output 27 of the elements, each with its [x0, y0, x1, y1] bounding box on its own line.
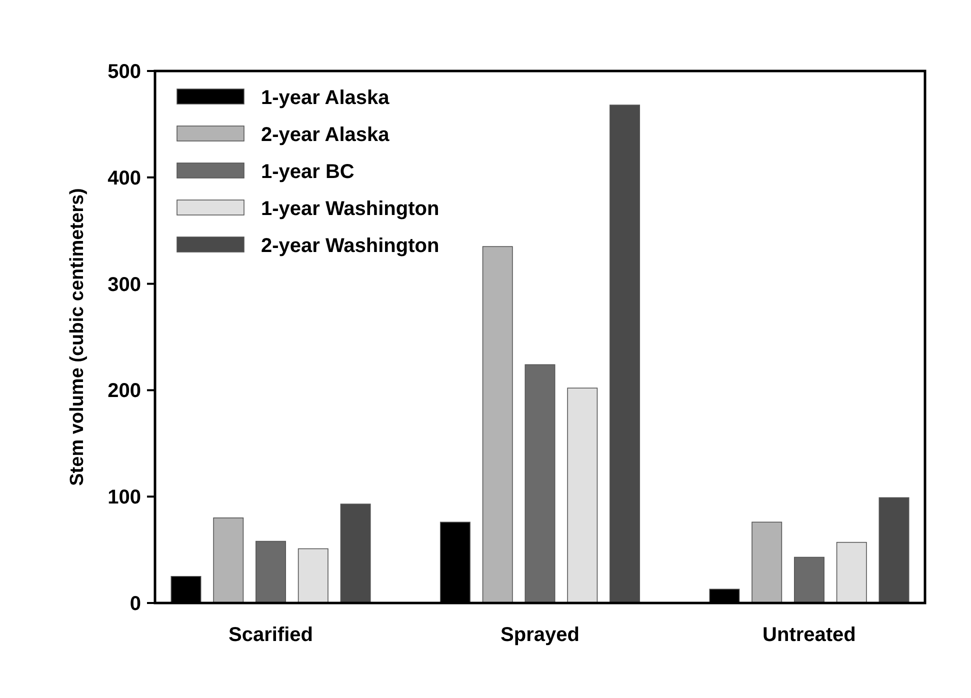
- bar: [878, 497, 910, 604]
- y-tick-label: 200: [108, 380, 141, 402]
- x-tick-label: Sprayed: [500, 624, 580, 646]
- legend-label: 1-year BC: [261, 161, 354, 183]
- bar: [752, 522, 782, 604]
- bar: [610, 104, 640, 604]
- bar: [794, 556, 824, 604]
- legend-label: 1-year Alaska: [261, 87, 390, 109]
- bar: [482, 246, 513, 604]
- legend-label: 2-year Alaska: [261, 124, 390, 146]
- bar: [340, 504, 371, 604]
- x-tick-label: Scarified: [228, 624, 314, 646]
- y-axis-title: Stem volume (cubic centimeters): [67, 188, 88, 486]
- bar: [298, 548, 328, 604]
- y-tick-label: 100: [108, 486, 141, 509]
- y-tick-label: 300: [108, 274, 141, 296]
- y-tick-label: 500: [108, 61, 141, 83]
- y-tick-label: 400: [108, 167, 141, 190]
- bar: [524, 364, 556, 604]
- legend-label: 2-year Washington: [261, 235, 440, 257]
- bar: [213, 517, 244, 604]
- bar: [567, 388, 598, 604]
- bar: [256, 540, 286, 604]
- bar: [836, 542, 867, 604]
- y-tick-label: 0: [130, 593, 141, 615]
- x-tick-label: Untreated: [762, 624, 856, 646]
- legend-label: 1-year Washington: [261, 198, 440, 220]
